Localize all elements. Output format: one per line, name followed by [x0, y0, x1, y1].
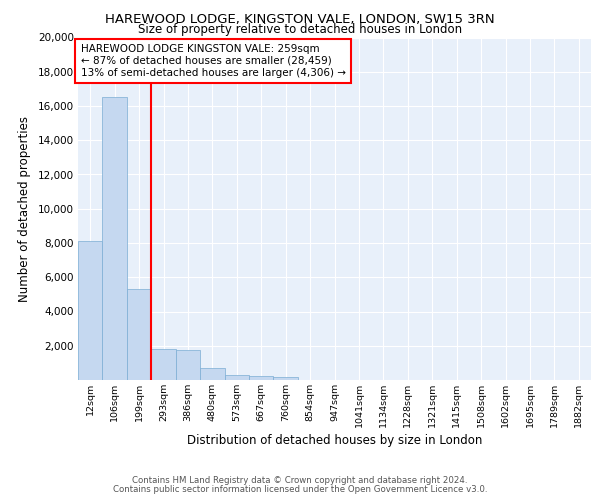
Text: Contains HM Land Registry data © Crown copyright and database right 2024.: Contains HM Land Registry data © Crown c…: [132, 476, 468, 485]
Bar: [249, 376, 274, 380]
Bar: [103, 98, 127, 380]
Y-axis label: Number of detached properties: Number of detached properties: [18, 116, 31, 302]
Bar: [176, 350, 200, 380]
Text: HAREWOOD LODGE KINGSTON VALE: 259sqm
← 87% of detached houses are smaller (28,45: HAREWOOD LODGE KINGSTON VALE: 259sqm ← 8…: [80, 44, 346, 78]
Bar: [78, 242, 103, 380]
Bar: [200, 368, 224, 380]
X-axis label: Distribution of detached houses by size in London: Distribution of detached houses by size …: [187, 434, 482, 447]
Text: Contains public sector information licensed under the Open Government Licence v3: Contains public sector information licen…: [113, 485, 487, 494]
Bar: [274, 376, 298, 380]
Bar: [224, 375, 249, 380]
Text: Size of property relative to detached houses in London: Size of property relative to detached ho…: [138, 22, 462, 36]
Bar: [151, 349, 176, 380]
Bar: [127, 289, 151, 380]
Text: HAREWOOD LODGE, KINGSTON VALE, LONDON, SW15 3RN: HAREWOOD LODGE, KINGSTON VALE, LONDON, S…: [105, 12, 495, 26]
